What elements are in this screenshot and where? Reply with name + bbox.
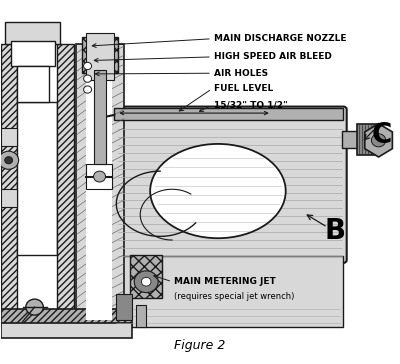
Bar — [114, 256, 344, 327]
Polygon shape — [365, 124, 392, 157]
Circle shape — [372, 134, 386, 147]
Text: 15/32" TO 1/2": 15/32" TO 1/2" — [214, 100, 288, 110]
Bar — [116, 294, 132, 320]
Bar — [11, 40, 54, 66]
Bar — [342, 131, 360, 147]
Bar — [1, 309, 132, 327]
Circle shape — [134, 271, 158, 293]
Bar — [86, 33, 114, 80]
Text: AIR HOLES: AIR HOLES — [214, 69, 268, 78]
Bar — [1, 44, 17, 320]
Bar — [358, 124, 379, 155]
Text: FUEL LEVEL: FUEL LEVEL — [214, 84, 273, 93]
Bar — [17, 66, 48, 102]
Text: C: C — [371, 121, 392, 149]
Bar — [136, 305, 146, 327]
Circle shape — [142, 277, 151, 286]
Text: B: B — [325, 217, 346, 245]
Circle shape — [84, 62, 92, 70]
Bar — [76, 44, 124, 320]
Bar — [1, 128, 17, 146]
Circle shape — [26, 299, 43, 315]
Bar — [56, 44, 74, 320]
Bar — [1, 15, 88, 327]
Text: Figure 2: Figure 2 — [174, 339, 226, 352]
Bar — [1, 324, 132, 338]
Text: MAIN METERING JET: MAIN METERING JET — [174, 277, 276, 286]
Circle shape — [84, 86, 92, 93]
Bar — [130, 254, 162, 298]
Text: HIGH SPEED AIR BLEED: HIGH SPEED AIR BLEED — [214, 52, 332, 62]
Circle shape — [5, 157, 13, 164]
Bar — [82, 37, 118, 73]
FancyBboxPatch shape — [111, 107, 347, 263]
Bar — [1, 189, 17, 207]
Bar — [86, 44, 112, 320]
Text: (requires special jet wrench): (requires special jet wrench) — [174, 292, 294, 301]
Bar — [94, 70, 106, 164]
Circle shape — [94, 171, 106, 182]
Text: MAIN DISCHARGE NOZZLE: MAIN DISCHARGE NOZZLE — [214, 34, 346, 43]
Bar — [114, 108, 344, 120]
Bar — [17, 102, 56, 254]
Circle shape — [84, 75, 92, 82]
Ellipse shape — [150, 144, 286, 238]
Bar — [5, 23, 60, 44]
Bar — [86, 164, 112, 189]
Circle shape — [0, 151, 19, 169]
